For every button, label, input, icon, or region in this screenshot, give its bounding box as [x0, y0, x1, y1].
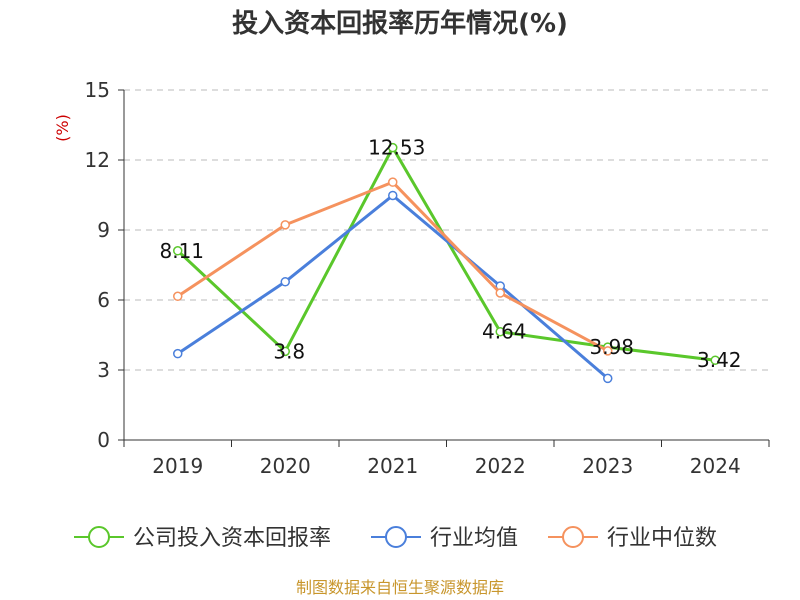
data-point-s0-2: [388, 142, 398, 153]
data-point-s2-2: [388, 177, 398, 187]
data-label: 3.98: [589, 335, 634, 359]
series-line-0: [176, 146, 716, 362]
y-axis-label: (%): [53, 114, 72, 142]
tick-labels: 0 3 6 9 12 15 2019 2020 2021 2022 2023 2024: [85, 78, 741, 478]
source-note: 制图数据来自恒生聚源数据库: [296, 578, 504, 597]
legend-label-1: 行业均值: [430, 526, 518, 551]
data-label: 4.64: [482, 320, 527, 344]
x-tick-label: 2019: [152, 454, 203, 478]
y-tick-label: 12: [85, 148, 110, 172]
data-point-s2-3: [495, 288, 505, 298]
legend-marker-2: [562, 526, 584, 548]
chart-title: 投入资本回报率历年情况(%): [232, 8, 568, 39]
series-group: [173, 142, 720, 384]
series-line-1: [176, 193, 609, 380]
x-tick-label: 2024: [690, 454, 741, 478]
data-label: 8.11: [159, 239, 204, 263]
x-tick-label: 2021: [367, 454, 418, 478]
y-tick-label: 15: [85, 78, 110, 102]
data-point-s2-1: [280, 220, 290, 230]
data-label: 3.8: [273, 339, 305, 363]
axes: [118, 89, 770, 447]
y-tick-label: 9: [97, 218, 110, 242]
data-label: 3.42: [697, 348, 742, 372]
data-point-s0-0: [173, 246, 183, 256]
legend: 公司投入资本回报率 行业均值 行业中位数: [74, 526, 717, 551]
y-tick-label: 0: [97, 428, 110, 452]
data-label: 12.53: [368, 136, 425, 160]
data-point-s0-3: [495, 326, 505, 337]
x-tick-label: 2023: [582, 454, 633, 478]
data-point-s1-1: [280, 277, 290, 287]
legend-label-2: 行业中位数: [607, 526, 717, 551]
legend-marker-0: [88, 526, 110, 548]
data-point-s0-1: [280, 346, 290, 357]
data-labels: 8.11 3.8 12.53 4.64 3.98 3.42: [159, 136, 741, 373]
data-point-s0-5: [710, 355, 720, 365]
series-line-2: [176, 180, 609, 353]
grid-lines: [124, 89, 769, 371]
data-point-s2-0: [173, 291, 183, 302]
legend-marker-1: [385, 526, 407, 548]
data-point-s1-4: [603, 373, 613, 384]
legend-label-0: 公司投入资本回报率: [133, 526, 331, 551]
data-point-s2-4: [603, 346, 613, 356]
data-point-s1-0: [173, 348, 183, 359]
data-point-s1-2: [388, 190, 398, 201]
x-tick-label: 2020: [260, 454, 311, 478]
y-tick-label: 6: [97, 288, 110, 312]
x-tick-label: 2022: [475, 454, 526, 478]
y-tick-label: 3: [97, 358, 110, 382]
